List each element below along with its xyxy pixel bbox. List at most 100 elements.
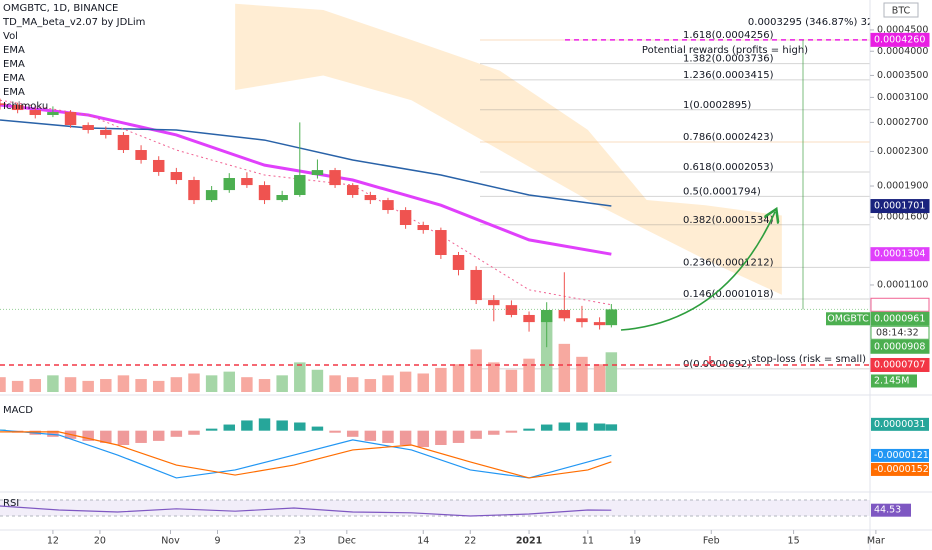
macd-histogram-bar	[117, 430, 130, 445]
macd-histogram-bar	[82, 430, 94, 441]
candle-body	[117, 134, 130, 151]
volume-bar	[64, 377, 77, 392]
candle-body	[223, 178, 235, 191]
price-label: 0.0000986	[874, 299, 925, 310]
y-tick-label: 0.0002700	[877, 117, 928, 128]
macd-histogram-bar	[241, 420, 253, 431]
candle-body	[64, 112, 77, 126]
macd-histogram-bar	[346, 430, 359, 437]
target-text: Potential rewards (profits = high)	[642, 45, 808, 56]
macd-histogram-bar	[593, 423, 606, 431]
x-tick-label: 20	[94, 536, 106, 547]
macd-line	[0, 429, 612, 479]
fib-label: 1.618(0.0004256)	[683, 30, 774, 41]
legend: OMGBTC, 1D, BINANCE TD_MA_beta_v2.07 by …	[2, 3, 145, 112]
symbol-box	[826, 312, 870, 326]
volume-bar	[605, 352, 618, 392]
macd-value-label: 0.0000031	[874, 419, 925, 430]
candle-body	[258, 185, 271, 201]
macd-histogram-bar	[329, 430, 341, 433]
candle-body	[29, 110, 42, 115]
macd-histogram-bar	[276, 420, 288, 431]
y-tick-label: 0.0001900	[877, 181, 928, 192]
candle-body	[505, 305, 518, 315]
fib-label: 0.5(0.0001794)	[683, 186, 761, 197]
macd-histogram-bar	[417, 430, 429, 448]
candle-body	[82, 125, 94, 131]
volume-bar	[435, 367, 447, 392]
macd-histogram-bar	[605, 424, 618, 431]
indicator-panes: MACD RSI	[0, 405, 870, 517]
candle-body	[276, 195, 288, 201]
symbol-title: OMGBTC, 1D, BINANCE	[3, 3, 118, 14]
fib-label: 1(0.0002895)	[683, 100, 751, 111]
volume-bar	[29, 379, 42, 392]
candle-body	[294, 175, 306, 196]
price-label-box	[870, 247, 930, 262]
candle-body	[399, 210, 412, 225]
candle-body	[435, 230, 447, 256]
rsi-title: RSI	[3, 498, 19, 509]
fib-label: 0.618(0.0002053)	[683, 162, 774, 173]
volume-bar	[364, 379, 377, 392]
price-label-box	[870, 199, 930, 214]
volume-bar	[399, 371, 412, 392]
fib-label: 0.236(0.0001212)	[683, 257, 774, 268]
volume-bar	[152, 380, 165, 392]
macd-value-box	[871, 417, 929, 431]
price-pane: 1.618(0.0004256) 1.382(0.0003736) 1.236(0.…	[0, 3, 870, 392]
volume-label-box	[871, 374, 917, 388]
indicator-name: EMA	[3, 59, 25, 70]
target-price-label: 0.0004260	[874, 34, 925, 45]
indicator-name: EMA	[3, 45, 25, 56]
macd-histogram-bar	[188, 430, 200, 435]
volume-bar	[170, 377, 183, 392]
stop-price-label: 0.0000707	[874, 359, 925, 370]
x-tick-label: 19	[629, 536, 641, 547]
ema-line	[0, 119, 612, 207]
volume-bar	[505, 369, 518, 392]
x-tick-label: 23	[294, 536, 306, 547]
macd-histogram-bar	[205, 428, 218, 431]
candle-body	[241, 178, 253, 186]
macd-histogram-bar	[258, 418, 271, 431]
rsi-line	[0, 505, 612, 517]
macd-histogram-bar	[505, 430, 518, 433]
volume-bar	[241, 377, 253, 392]
candle-body	[188, 180, 200, 201]
volume-bar	[311, 369, 324, 392]
volume-bar	[11, 380, 24, 392]
ichimoku-cloud	[235, 3, 782, 295]
countdown-label: 08:14:32	[876, 327, 919, 338]
x-tick-label: 22	[464, 536, 476, 547]
volume-bar	[82, 380, 94, 392]
symbol-label: OMGBTC	[827, 313, 869, 324]
fib-label: 0(0.0000692)	[683, 359, 751, 370]
candle-body	[576, 318, 588, 323]
rsi-value-box	[871, 503, 911, 517]
price-axis: BTC 0.0004500 0.0004000 0.0003500 0.0003100…	[826, 2, 930, 517]
volume-bar	[417, 373, 429, 392]
fib-label: 0.786(0.0002423)	[683, 132, 774, 143]
y-tick-label: 0.0004000	[877, 46, 928, 57]
volume-bar	[593, 364, 606, 392]
volume-bar	[223, 371, 235, 392]
macd-value-label: -0.0000121	[874, 450, 929, 461]
y-tick-label: 0.0003500	[877, 70, 928, 81]
candle-body	[0, 103, 6, 105]
ema-line	[0, 103, 612, 256]
volume-bar	[576, 356, 588, 392]
price-label: 0.0001701	[874, 201, 925, 212]
volume-bar	[382, 375, 394, 392]
price-label-box	[870, 311, 930, 326]
volume-bar	[540, 319, 553, 392]
rsi-band	[0, 500, 870, 516]
candle-body	[382, 200, 394, 211]
unit-box	[883, 2, 919, 18]
volume-bar	[258, 379, 271, 392]
macd-histogram-bar	[435, 430, 447, 445]
candle-body	[311, 170, 324, 176]
candle-body	[470, 269, 482, 301]
y-tick-label: 0.0003100	[877, 92, 928, 103]
